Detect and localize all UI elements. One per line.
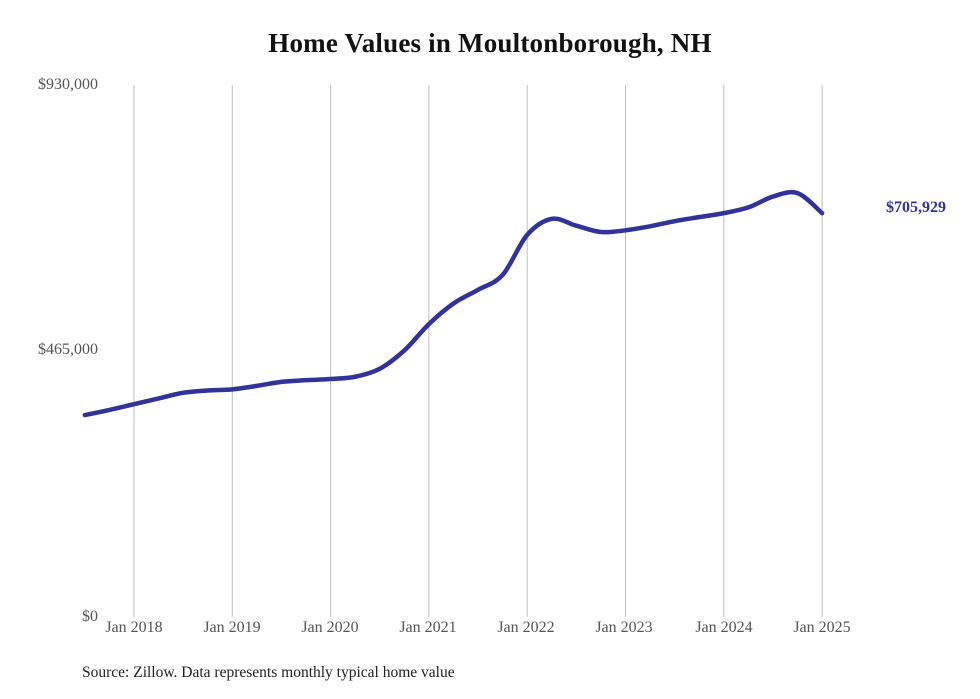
y-axis-tick-label-0: $0 <box>82 608 98 625</box>
x-axis-tick-label-jan-2019: Jan 2019 <box>203 619 261 636</box>
vertical-gridlines <box>133 85 823 617</box>
y-axis-tick-label-465000: $465,000 <box>38 341 98 358</box>
x-axis-tick-label-jan-2021: Jan 2021 <box>399 619 457 636</box>
chart-title: Home Values in Moultonborough, NH <box>268 28 712 58</box>
y-axis-tick-label-930000: $930,000 <box>38 76 98 93</box>
source-note: Source: Zillow. Data represents monthly … <box>82 664 455 681</box>
x-axis-tick-label-jan-2025: Jan 2025 <box>793 619 851 636</box>
end-value-data-label: $705,929 <box>886 199 946 216</box>
x-axis-tick-label-jan-2020: Jan 2020 <box>301 619 359 636</box>
x-axis-tick-label-jan-2018: Jan 2018 <box>105 619 163 636</box>
x-axis-tick-label-jan-2022: Jan 2022 <box>497 619 555 636</box>
data-series-line <box>82 189 825 418</box>
x-axis-tick-label-jan-2024: Jan 2024 <box>695 619 753 636</box>
x-axis-tick-label-jan-2023: Jan 2023 <box>595 619 653 636</box>
